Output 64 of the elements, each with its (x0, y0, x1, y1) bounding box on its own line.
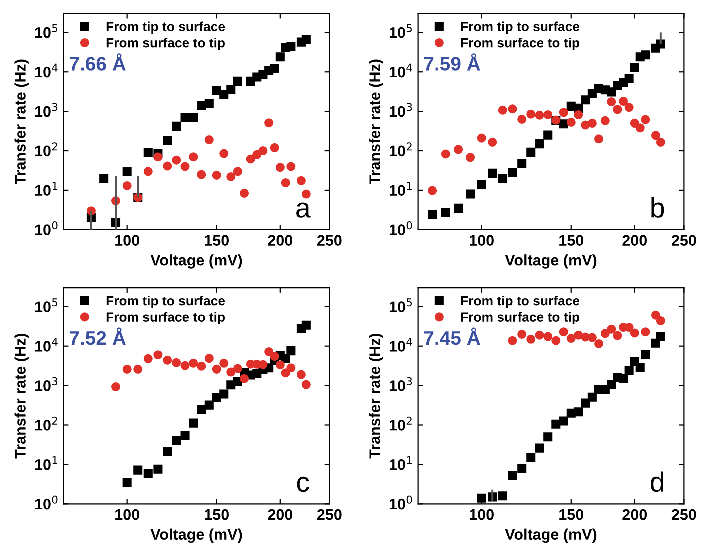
y-axis-title: Transfer rate (Hz) (369, 60, 384, 185)
x-tick-label: 100 (116, 235, 140, 246)
x-tick-label: 250 (317, 509, 342, 520)
y-tick-label: 10$^{0}$ (35, 222, 58, 236)
annotation: c (297, 476, 310, 492)
y-tick-label: 10$^{2}$ (390, 142, 412, 157)
y-tick-label: 10$^{0}$ (390, 222, 412, 236)
y-tick-label: 10$^{3}$ (35, 377, 58, 392)
y-axis-title: Transfer rate (Hz) (14, 334, 29, 459)
x-tick-label: 250 (672, 235, 696, 246)
legend-label: From tip to surface (106, 22, 226, 34)
y-tick-label: 10$^{3}$ (35, 103, 58, 118)
x-tick-label: 200 (622, 235, 648, 246)
legend-label: From surface to tip (461, 38, 580, 50)
x-axis-title: Voltage (mV) (150, 254, 242, 269)
x-tick-label: 100 (470, 509, 494, 520)
y-tick-label: 10$^{4}$ (390, 338, 412, 352)
x-tick-label: 150 (205, 235, 229, 246)
x-tick-label: 250 (317, 235, 342, 246)
y-tick-label: 10$^{1}$ (390, 182, 412, 196)
y-tick-label: 10$^{2}$ (35, 416, 58, 431)
x-axis-title: Voltage (mV) (505, 528, 597, 544)
y-tick-label: 10$^{2}$ (35, 142, 58, 157)
legend-label: From tip to surface (461, 22, 580, 34)
y-tick-label: 10$^{1}$ (390, 456, 412, 470)
y-tick-label: 10$^{5}$ (390, 298, 412, 312)
y-tick-label: 10$^{5}$ (35, 298, 58, 312)
y-tick-label: 10$^{1}$ (35, 182, 58, 196)
y-tick-label: 10$^{0}$ (35, 496, 58, 510)
legend-label: From surface to tip (461, 312, 580, 325)
y-tick-label: 10$^{5}$ (390, 24, 412, 38)
y-tick-label: 10$^{4}$ (390, 64, 412, 78)
y-tick-label: 10$^{2}$ (390, 416, 412, 431)
y-tick-label: 10$^{4}$ (35, 64, 58, 78)
y-tick-label: 10$^{4}$ (35, 338, 58, 352)
annotation: 7.45 Å (424, 328, 480, 346)
x-tick-label: 200 (268, 235, 293, 246)
annotation: b (652, 198, 664, 218)
x-tick-label: 250 (672, 509, 696, 520)
x-axis-title: Voltage (mV) (505, 254, 597, 269)
y-axis-title: Transfer rate (Hz) (369, 334, 384, 459)
y-tick-label: 10$^{0}$ (390, 496, 412, 510)
annotation: a (296, 202, 311, 218)
y-tick-label: 10$^{1}$ (35, 456, 58, 470)
annotation: 7.66 Å (70, 54, 126, 71)
y-tick-label: 10$^{3}$ (390, 103, 412, 118)
x-tick-label: 100 (470, 235, 494, 246)
annotation: d (651, 472, 664, 492)
x-tick-label: 150 (205, 509, 229, 520)
x-tick-label: 100 (116, 509, 140, 520)
x-tick-label: 150 (560, 509, 584, 520)
y-tick-label: 10$^{5}$ (35, 24, 58, 38)
annotation: 7.52 Å (70, 328, 126, 346)
legend-label: From tip to surface (461, 296, 580, 308)
y-axis-title: Transfer rate (Hz) (14, 60, 29, 185)
annotation: 7.59 Å (424, 54, 480, 71)
y-tick-label: 10$^{3}$ (390, 377, 412, 392)
x-axis-title: Voltage (mV) (150, 528, 242, 544)
x-tick-label: 200 (622, 509, 648, 520)
x-tick-label: 200 (268, 509, 293, 520)
legend-label: From surface to tip (106, 38, 225, 50)
legend-label: From tip to surface (106, 296, 226, 308)
legend-label: From surface to tip (106, 312, 225, 325)
x-tick-label: 150 (560, 235, 584, 246)
